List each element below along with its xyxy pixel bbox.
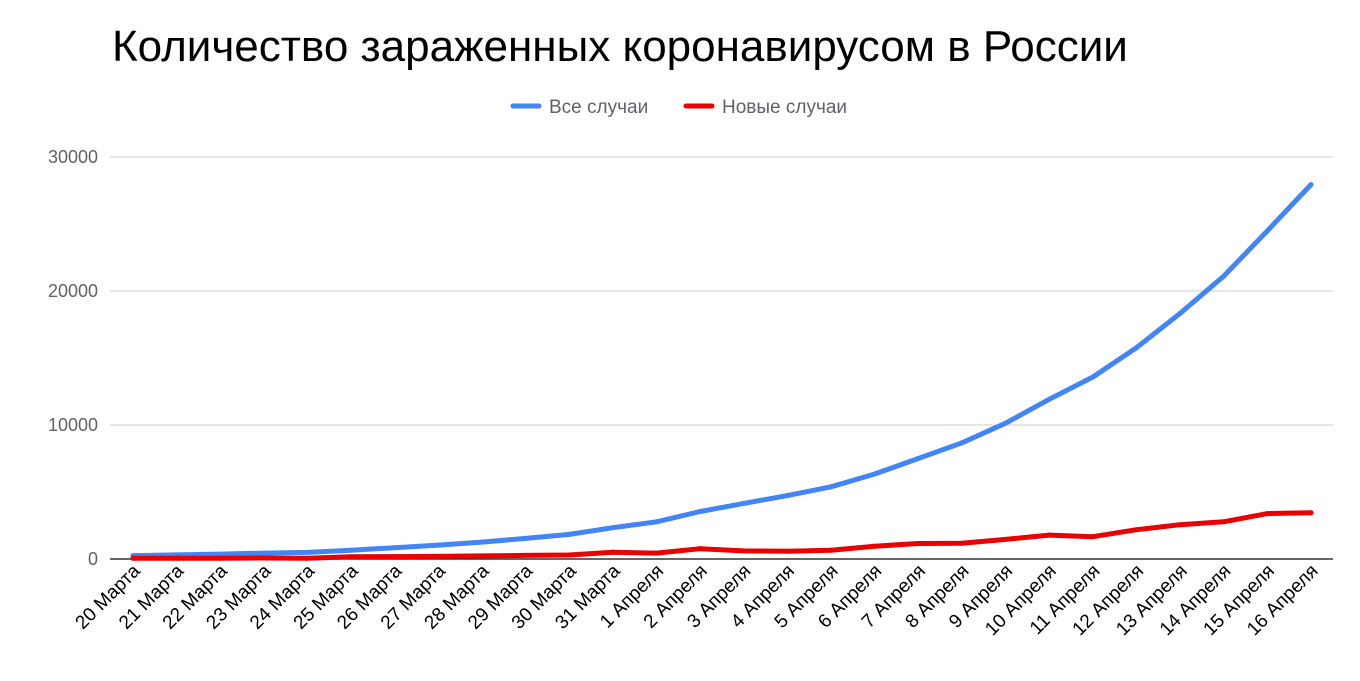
- data-point-series-1: [1264, 228, 1270, 234]
- data-point-series-1: [915, 456, 921, 462]
- data-point-series-1: [784, 493, 790, 499]
- data-point-series-1: [1090, 374, 1096, 380]
- legend: Все случаи Новые случаи: [510, 97, 847, 118]
- data-point-series-2: [1264, 511, 1270, 517]
- data-point-series-2: [872, 543, 878, 549]
- data-point-series-1: [1046, 396, 1052, 402]
- data-point-series-2: [915, 541, 921, 547]
- data-point-series-2: [1221, 519, 1227, 525]
- data-point-series-2: [305, 555, 311, 561]
- data-point-series-2: [1308, 510, 1314, 516]
- data-point-series-1: [261, 550, 267, 556]
- grid-lines: [110, 156, 1333, 560]
- data-point-series-1: [697, 508, 703, 514]
- data-point-series-2: [1133, 527, 1139, 533]
- data-point-series-1: [1221, 273, 1227, 279]
- data-point-series-2: [1177, 522, 1183, 528]
- data-point-series-2: [174, 555, 180, 561]
- data-point-series-2: [392, 554, 398, 560]
- data-point-series-1: [1003, 420, 1009, 426]
- data-point-series-1: [1308, 182, 1314, 188]
- data-point-series-1: [654, 519, 660, 525]
- data-point-series-2: [610, 549, 616, 555]
- data-point-series-2: [523, 552, 529, 558]
- data-point-series-2: [261, 555, 267, 561]
- data-point-series-1: [217, 551, 223, 557]
- data-point-series-2: [959, 540, 965, 546]
- data-point-series-2: [784, 548, 790, 554]
- y-axis-ticks: 0 10000 20000 30000: [48, 147, 98, 569]
- series-lines: [130, 182, 1314, 561]
- y-tick-label: 20000: [48, 281, 98, 301]
- data-point-series-1: [959, 440, 965, 446]
- data-point-series-1: [1133, 345, 1139, 351]
- data-point-series-1: [479, 539, 485, 545]
- data-point-series-2: [1046, 532, 1052, 538]
- data-point-series-2: [1003, 536, 1009, 542]
- data-point-series-1: [1177, 310, 1183, 316]
- data-point-series-2: [217, 555, 223, 561]
- data-point-series-2: [348, 554, 354, 560]
- data-point-series-2: [828, 547, 834, 553]
- legend-label: Новые случаи: [722, 97, 847, 118]
- data-point-series-1: [872, 471, 878, 477]
- data-point-series-2: [654, 550, 660, 556]
- data-point-series-1: [435, 542, 441, 548]
- data-point-series-1: [828, 484, 834, 490]
- data-point-series-2: [697, 546, 703, 552]
- series-line-1: [130, 182, 1314, 559]
- data-point-series-1: [610, 525, 616, 531]
- data-point-series-1: [392, 545, 398, 551]
- data-point-series-1: [348, 547, 354, 553]
- data-point-series-2: [435, 553, 441, 559]
- data-point-series-2: [741, 548, 747, 554]
- y-tick-label: 0: [88, 549, 98, 569]
- y-tick-label: 30000: [48, 147, 98, 167]
- data-point-series-1: [741, 500, 747, 506]
- chart-title: Количество зараженных коронавирусом в Ро…: [112, 22, 1128, 71]
- data-point-series-1: [566, 531, 572, 537]
- data-point-series-2: [479, 553, 485, 559]
- data-point-series-1: [305, 549, 311, 555]
- data-point-series-1: [523, 535, 529, 541]
- legend-label: Все случаи: [549, 97, 648, 118]
- data-point-series-2: [566, 552, 572, 558]
- data-point-series-2: [130, 555, 136, 561]
- series-line-2: [130, 510, 1314, 561]
- y-tick-label: 10000: [48, 415, 98, 435]
- data-point-series-2: [1090, 534, 1096, 540]
